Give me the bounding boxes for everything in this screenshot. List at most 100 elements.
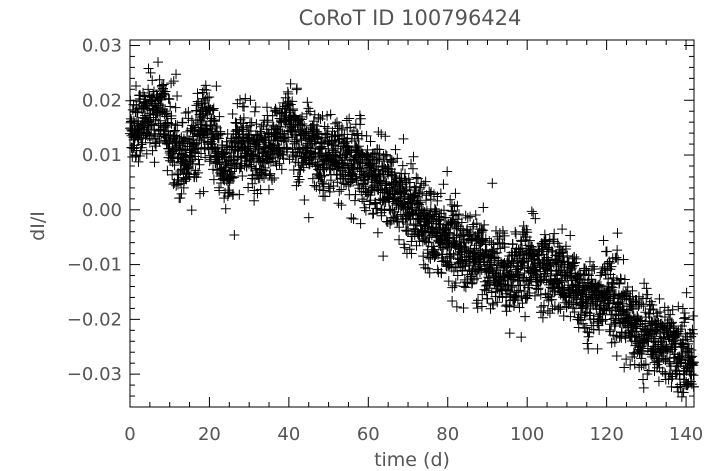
data-point bbox=[556, 276, 567, 287]
data-point bbox=[270, 105, 281, 116]
data-point bbox=[135, 90, 146, 101]
data-point bbox=[129, 140, 140, 151]
data-point bbox=[177, 117, 188, 128]
data-point bbox=[444, 260, 455, 271]
data-point bbox=[567, 279, 578, 290]
data-point bbox=[260, 162, 271, 173]
data-point bbox=[293, 176, 304, 187]
y-tick-label: −0.01 bbox=[67, 255, 122, 276]
data-point bbox=[453, 209, 464, 220]
data-point bbox=[622, 281, 633, 292]
data-point bbox=[538, 300, 549, 311]
data-point bbox=[556, 275, 567, 286]
data-point bbox=[278, 153, 289, 164]
data-point bbox=[264, 170, 275, 181]
data-point bbox=[387, 204, 398, 215]
data-point bbox=[224, 178, 235, 189]
data-point bbox=[249, 195, 260, 206]
data-point bbox=[366, 165, 377, 176]
data-point bbox=[571, 299, 582, 310]
data-point bbox=[588, 261, 599, 272]
data-point bbox=[163, 126, 174, 137]
data-point bbox=[411, 172, 422, 183]
data-point bbox=[477, 289, 488, 300]
data-point bbox=[408, 151, 419, 162]
data-point bbox=[681, 287, 692, 298]
data-point bbox=[621, 354, 632, 365]
data-point bbox=[240, 93, 251, 104]
data-point bbox=[566, 297, 577, 308]
data-point bbox=[414, 187, 425, 198]
data-point bbox=[172, 91, 183, 102]
data-point bbox=[283, 132, 294, 143]
data-point bbox=[426, 187, 437, 198]
y-tick-label: 0.01 bbox=[82, 145, 122, 166]
data-point bbox=[352, 157, 363, 168]
data-point bbox=[652, 310, 663, 321]
data-point bbox=[198, 130, 209, 141]
data-point bbox=[364, 199, 375, 210]
data-point bbox=[488, 299, 499, 310]
data-point bbox=[287, 151, 298, 162]
data-point bbox=[640, 359, 651, 370]
data-point bbox=[524, 287, 535, 298]
data-point bbox=[407, 231, 418, 242]
chart-title: CoRoT ID 100796424 bbox=[299, 6, 522, 30]
data-point bbox=[548, 234, 559, 245]
data-point bbox=[514, 302, 525, 313]
data-point bbox=[143, 84, 154, 95]
data-point bbox=[334, 186, 345, 197]
data-point bbox=[208, 115, 219, 126]
data-point bbox=[686, 379, 697, 390]
data-point bbox=[494, 237, 505, 248]
data-point bbox=[677, 303, 688, 314]
data-point bbox=[486, 246, 497, 257]
data-point bbox=[442, 166, 453, 177]
data-point bbox=[211, 81, 222, 92]
data-point bbox=[627, 304, 638, 315]
data-point bbox=[201, 85, 212, 96]
data-point bbox=[335, 146, 346, 157]
data-point bbox=[450, 188, 461, 199]
data-point bbox=[539, 236, 550, 247]
data-point bbox=[166, 78, 177, 89]
data-point bbox=[247, 151, 258, 162]
data-point bbox=[504, 301, 515, 312]
data-point bbox=[420, 262, 431, 273]
data-point bbox=[598, 235, 609, 246]
data-point bbox=[417, 188, 428, 199]
data-point bbox=[198, 186, 209, 197]
data-point bbox=[609, 337, 620, 348]
data-points bbox=[125, 57, 699, 402]
data-point bbox=[200, 152, 211, 163]
data-point bbox=[392, 216, 403, 227]
data-point bbox=[555, 244, 566, 255]
data-point bbox=[583, 269, 594, 280]
data-point bbox=[161, 108, 172, 119]
data-point bbox=[251, 119, 262, 130]
data-point bbox=[452, 200, 463, 211]
data-point bbox=[492, 297, 503, 308]
data-point bbox=[667, 304, 678, 315]
data-point bbox=[149, 157, 160, 168]
data-point bbox=[672, 331, 683, 342]
data-point bbox=[160, 86, 171, 97]
data-point bbox=[535, 289, 546, 300]
data-point bbox=[176, 188, 187, 199]
data-point bbox=[644, 299, 655, 310]
data-point bbox=[361, 130, 372, 141]
data-point bbox=[197, 87, 208, 98]
data-point bbox=[294, 164, 305, 175]
data-point bbox=[634, 299, 645, 310]
data-point bbox=[378, 171, 389, 182]
data-point bbox=[291, 137, 302, 148]
data-point bbox=[169, 125, 180, 136]
data-point bbox=[400, 168, 411, 179]
data-point bbox=[288, 104, 299, 115]
data-point bbox=[155, 115, 166, 126]
data-point bbox=[389, 206, 400, 217]
data-point bbox=[154, 136, 165, 147]
x-axis-ticks: 0 20 40 60 80 100 120 140 bbox=[124, 40, 703, 445]
data-point bbox=[494, 233, 505, 244]
data-point bbox=[177, 138, 188, 149]
